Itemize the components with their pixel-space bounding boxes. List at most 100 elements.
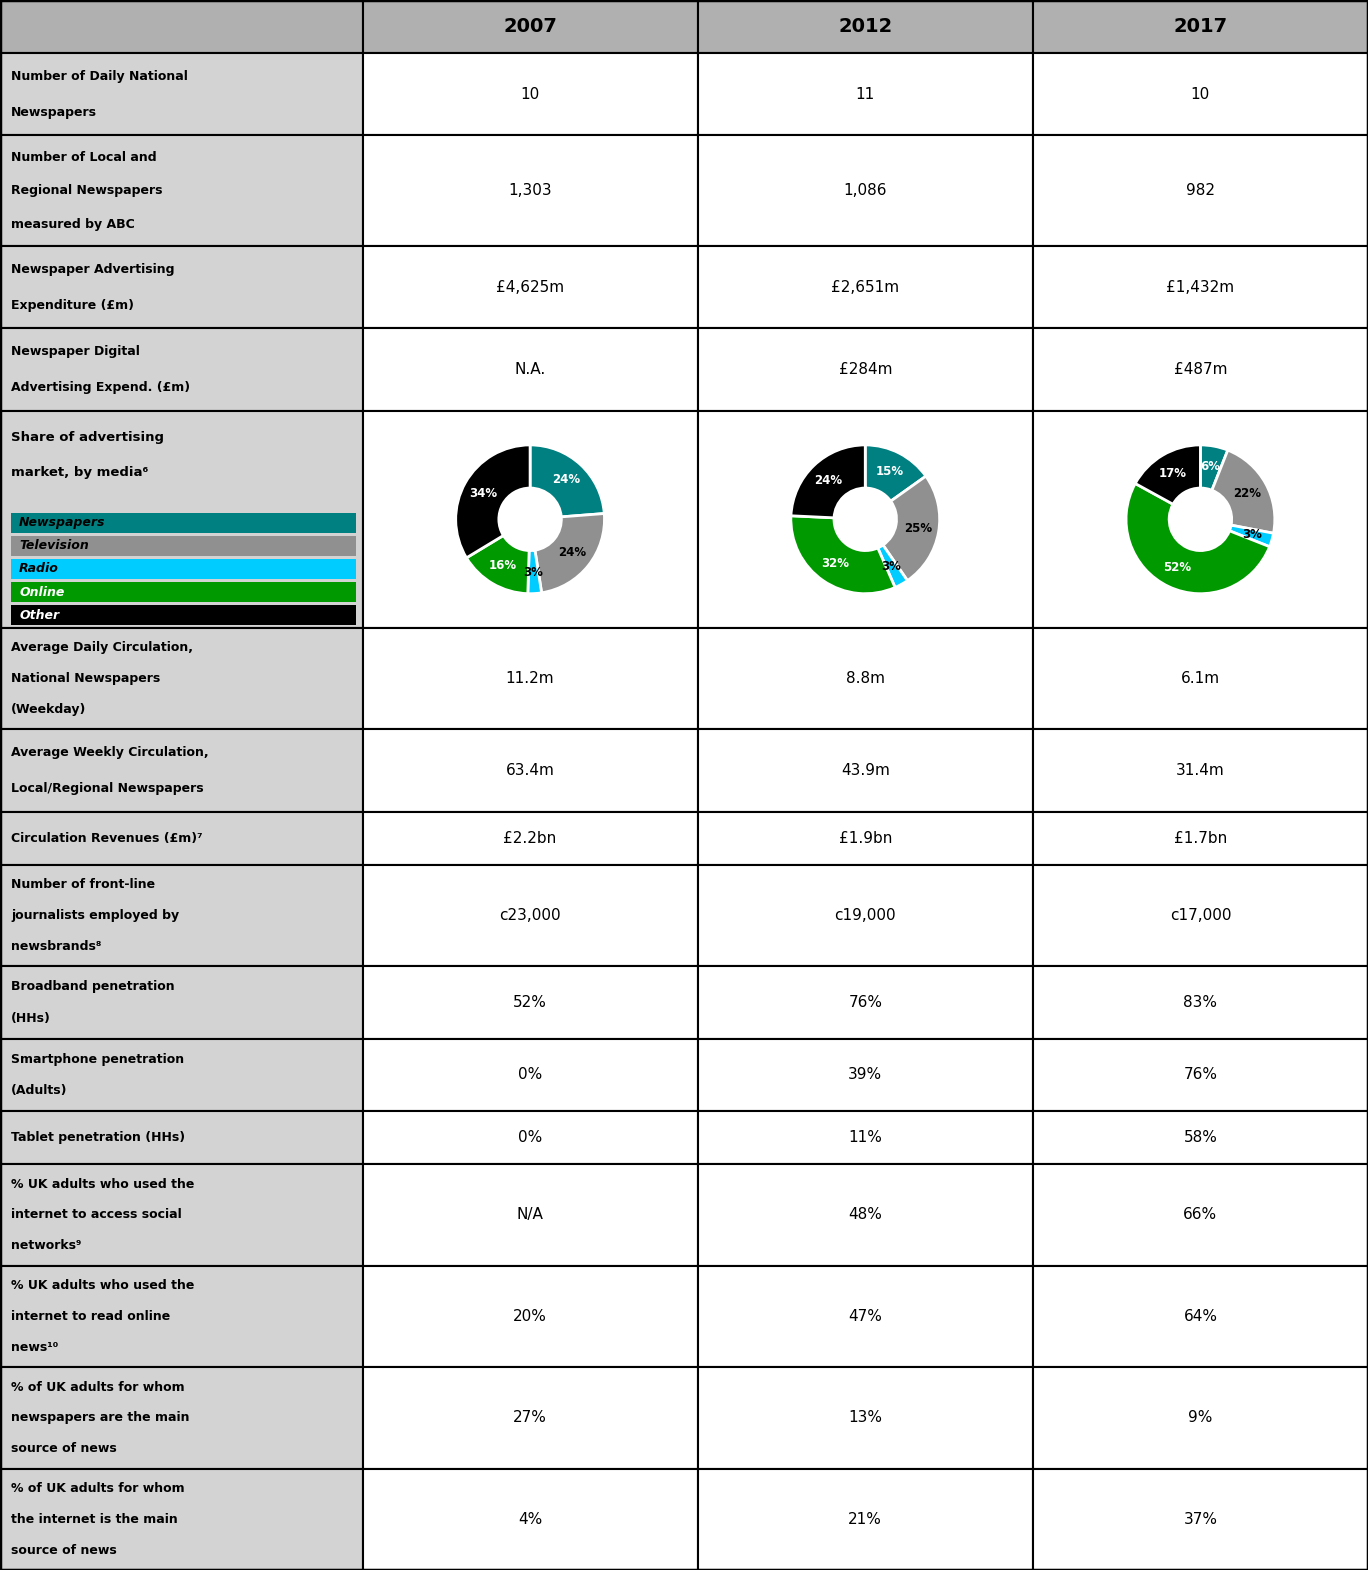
- Bar: [1033, 328, 1368, 411]
- Text: 22%: 22%: [1234, 487, 1261, 499]
- Wedge shape: [791, 444, 866, 518]
- Text: % UK adults who used the: % UK adults who used the: [11, 1280, 194, 1292]
- Bar: [0, 1112, 363, 1165]
- Bar: [1033, 135, 1368, 246]
- Text: 982: 982: [1186, 184, 1215, 198]
- Text: 52%: 52%: [1164, 560, 1192, 575]
- Text: 43.9m: 43.9m: [841, 763, 889, 779]
- Text: 3%: 3%: [1242, 528, 1261, 540]
- Text: £487m: £487m: [1174, 363, 1227, 377]
- Bar: [1033, 411, 1368, 628]
- Bar: [11, 604, 356, 625]
- Text: Average Daily Circulation,: Average Daily Circulation,: [11, 642, 193, 655]
- Text: Newspaper Digital: Newspaper Digital: [11, 345, 140, 358]
- Wedge shape: [1230, 524, 1274, 546]
- Text: 16%: 16%: [488, 559, 517, 571]
- Text: 10: 10: [520, 86, 540, 102]
- Bar: [363, 1112, 698, 1165]
- Text: Advertising Expend. (£m): Advertising Expend. (£m): [11, 382, 190, 394]
- Text: 10: 10: [1190, 86, 1211, 102]
- Text: £1.7bn: £1.7bn: [1174, 831, 1227, 846]
- Text: 0%: 0%: [518, 1068, 542, 1082]
- Text: 64%: 64%: [1183, 1309, 1218, 1324]
- Text: Share of advertising: Share of advertising: [11, 432, 164, 444]
- Text: 63.4m: 63.4m: [506, 763, 554, 779]
- Bar: [698, 0, 1033, 53]
- Text: 1,303: 1,303: [509, 184, 551, 198]
- Bar: [1033, 812, 1368, 865]
- Text: measured by ABC: measured by ABC: [11, 218, 134, 231]
- Bar: [363, 812, 698, 865]
- Bar: [698, 730, 1033, 812]
- Bar: [698, 1367, 1033, 1468]
- Text: Number of Local and: Number of Local and: [11, 151, 156, 163]
- Wedge shape: [1200, 444, 1228, 490]
- Text: 4%: 4%: [518, 1512, 542, 1526]
- Text: 34%: 34%: [469, 487, 498, 499]
- Bar: [0, 328, 363, 411]
- Text: c23,000: c23,000: [499, 907, 561, 923]
- Bar: [363, 966, 698, 1039]
- Bar: [363, 135, 698, 246]
- Text: c17,000: c17,000: [1170, 907, 1231, 923]
- Bar: [363, 0, 698, 53]
- Bar: [1033, 0, 1368, 53]
- Bar: [698, 628, 1033, 730]
- Wedge shape: [791, 517, 895, 593]
- Bar: [698, 865, 1033, 966]
- Text: internet to access social: internet to access social: [11, 1209, 182, 1221]
- Text: 24%: 24%: [553, 474, 580, 487]
- Text: Number of front-line: Number of front-line: [11, 878, 155, 892]
- Bar: [0, 1039, 363, 1112]
- Text: 76%: 76%: [1183, 1068, 1218, 1082]
- Text: 11: 11: [855, 86, 876, 102]
- Bar: [698, 1112, 1033, 1165]
- Text: Broadband penetration: Broadband penetration: [11, 980, 175, 994]
- Text: 32%: 32%: [821, 557, 850, 570]
- Text: (HHs): (HHs): [11, 1011, 51, 1025]
- Text: £1.9bn: £1.9bn: [839, 831, 892, 846]
- Bar: [698, 1265, 1033, 1367]
- Bar: [0, 1265, 363, 1367]
- Text: Expenditure (£m): Expenditure (£m): [11, 298, 134, 312]
- Bar: [698, 53, 1033, 135]
- Text: 1,086: 1,086: [844, 184, 886, 198]
- Text: N.A.: N.A.: [514, 363, 546, 377]
- Bar: [11, 559, 356, 579]
- Bar: [698, 1165, 1033, 1265]
- Text: source of news: source of news: [11, 1443, 116, 1455]
- Bar: [1033, 1265, 1368, 1367]
- Text: the internet is the main: the internet is the main: [11, 1513, 178, 1526]
- Wedge shape: [529, 444, 605, 517]
- Text: 47%: 47%: [848, 1309, 882, 1324]
- Text: market, by media⁶: market, by media⁶: [11, 466, 148, 479]
- Text: Newspaper Advertising: Newspaper Advertising: [11, 264, 175, 276]
- Bar: [363, 411, 698, 628]
- Text: 3%: 3%: [881, 559, 902, 573]
- Text: 21%: 21%: [848, 1512, 882, 1526]
- Bar: [0, 966, 363, 1039]
- Bar: [1033, 730, 1368, 812]
- Text: 11%: 11%: [848, 1130, 882, 1145]
- Text: source of news: source of news: [11, 1543, 116, 1556]
- Text: internet to read online: internet to read online: [11, 1309, 170, 1324]
- Text: Television: Television: [19, 540, 89, 553]
- Bar: [0, 53, 363, 135]
- Text: % UK adults who used the: % UK adults who used the: [11, 1178, 194, 1190]
- Wedge shape: [1135, 444, 1201, 504]
- Text: journalists employed by: journalists employed by: [11, 909, 179, 922]
- Bar: [698, 1468, 1033, 1570]
- Text: networks⁹: networks⁹: [11, 1239, 81, 1253]
- Text: National Newspapers: National Newspapers: [11, 672, 160, 685]
- Text: news¹⁰: news¹⁰: [11, 1341, 59, 1353]
- Bar: [1033, 246, 1368, 328]
- Text: 0%: 0%: [518, 1130, 542, 1145]
- Text: 83%: 83%: [1183, 995, 1218, 1010]
- Text: 24%: 24%: [558, 546, 587, 559]
- Text: Circulation Revenues (£m)⁷: Circulation Revenues (£m)⁷: [11, 832, 202, 845]
- Text: Other: Other: [19, 609, 59, 622]
- Wedge shape: [466, 535, 529, 593]
- Text: 25%: 25%: [904, 523, 932, 535]
- Text: 9%: 9%: [1189, 1410, 1212, 1426]
- Text: (Adults): (Adults): [11, 1085, 67, 1097]
